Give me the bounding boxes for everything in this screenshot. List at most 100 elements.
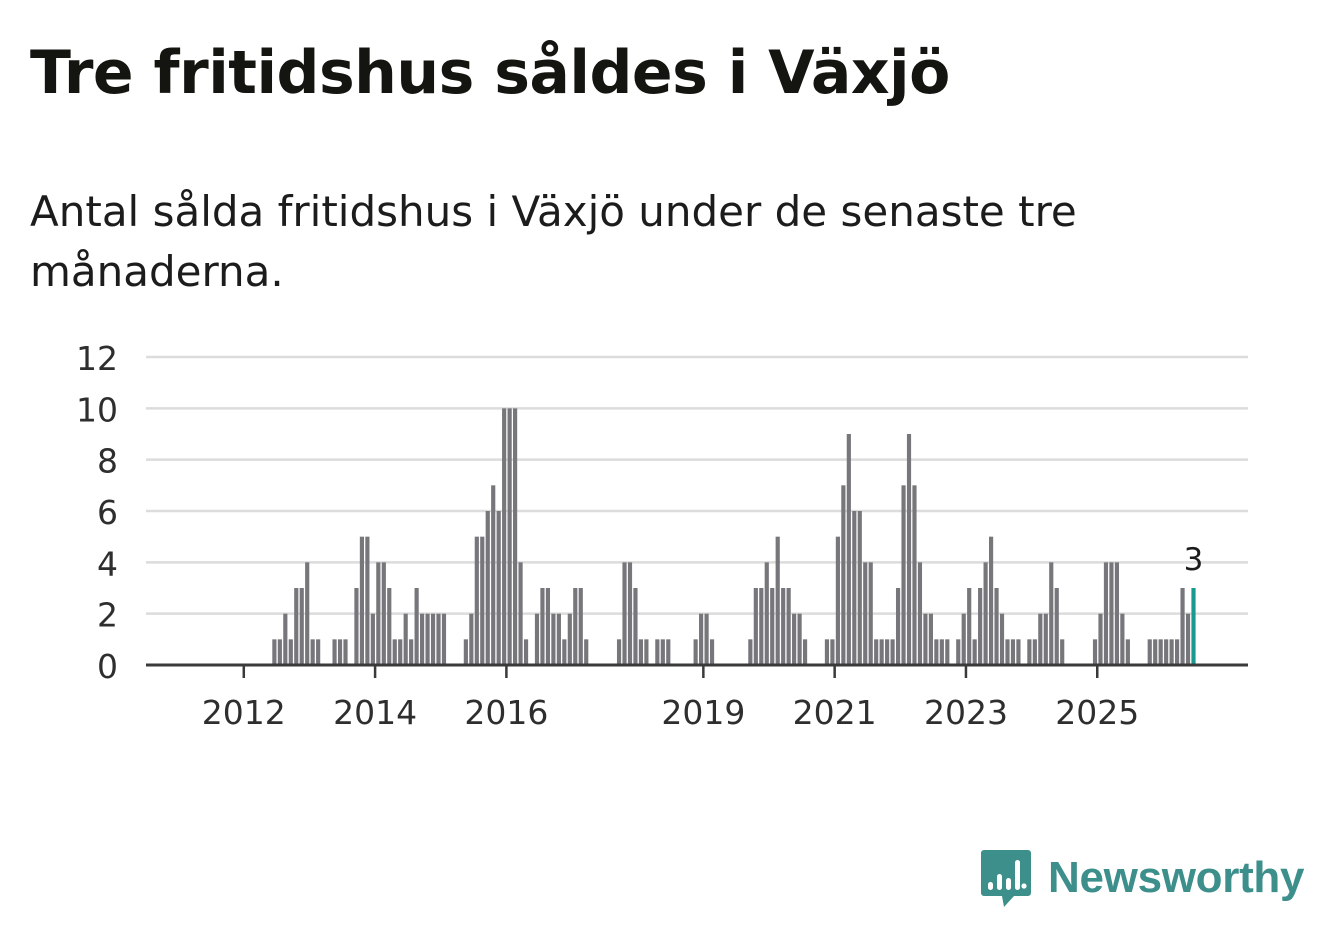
annotations: 3 <box>1184 542 1204 578</box>
bar-2024-12 <box>1092 639 1098 665</box>
y-tick-label-2: 2 <box>97 596 118 635</box>
bars <box>272 408 1196 665</box>
bar-2021-08 <box>874 639 879 665</box>
x-tick-label-2016: 2016 <box>464 693 548 732</box>
bar-2017-12 <box>633 588 638 665</box>
bar-2022-03 <box>912 485 917 665</box>
bar-2025-01 <box>1098 613 1103 665</box>
bar-2021-10 <box>885 639 890 665</box>
bar-2016-01 <box>507 408 512 665</box>
bar-2023-12 <box>1027 639 1032 665</box>
bar-2026-04 <box>1180 588 1185 665</box>
x-tick-label-2012: 2012 <box>202 693 286 732</box>
bar-2023-05 <box>988 536 994 665</box>
y-tick-label-8: 8 <box>97 442 118 481</box>
bar-2026-06 <box>1191 588 1196 665</box>
bar-2022-01 <box>901 485 906 665</box>
bar-2019-12 <box>764 562 769 665</box>
bar-chart: 0 2 4 6 8 10 12 2012 2014 2016 2019 2021 2023 2025 3 <box>76 339 1248 732</box>
bar-2015-10 <box>491 485 496 665</box>
bar-2018-11 <box>693 639 698 665</box>
bar-2026-05 <box>1185 613 1191 665</box>
bar-2014-11 <box>430 613 436 665</box>
bar-2025-06 <box>1125 639 1130 665</box>
bar-2022-05 <box>923 613 928 665</box>
bar-2021-06 <box>863 562 868 665</box>
bar-2020-12 <box>830 639 835 665</box>
last-value-label: 3 <box>1184 542 1204 578</box>
bar-2014-09 <box>420 613 425 665</box>
bar-2025-10 <box>1147 639 1152 665</box>
bar-2014-01 <box>376 562 381 665</box>
bar-2023-07 <box>999 613 1005 665</box>
bar-2016-02 <box>513 408 518 665</box>
bar-2018-05 <box>660 639 665 665</box>
bar-2015-08 <box>480 536 485 665</box>
bar-2014-12 <box>436 613 441 665</box>
bar-2017-01 <box>573 588 578 665</box>
bar-2019-01 <box>704 613 709 665</box>
bar-2015-01 <box>441 613 447 665</box>
bar-2023-08 <box>1005 639 1010 665</box>
x-tick-label-2019: 2019 <box>661 693 745 732</box>
bar-2020-01 <box>770 588 775 665</box>
bar-2022-07 <box>934 639 939 665</box>
bar-2013-09 <box>354 588 359 665</box>
bar-2026-03 <box>1175 639 1180 665</box>
bar-2021-11 <box>890 639 895 665</box>
bar-2013-01 <box>310 639 315 665</box>
bar-2024-04 <box>1049 562 1054 665</box>
bar-2021-01 <box>835 536 840 665</box>
bar-2020-04 <box>786 588 791 665</box>
x-tick-label-2014: 2014 <box>333 693 417 732</box>
bar-2018-02 <box>644 639 649 665</box>
bar-2013-02 <box>316 639 321 665</box>
x-tick-label-2023: 2023 <box>924 693 1008 732</box>
bar-2017-03 <box>584 639 589 665</box>
bar-2013-06 <box>337 639 343 665</box>
bar-2013-12 <box>370 613 375 665</box>
bar-2021-05 <box>857 511 862 665</box>
bar-2023-09 <box>1010 639 1016 665</box>
bar-2021-02 <box>841 485 846 665</box>
bar-2012-11 <box>299 588 304 665</box>
bar-2016-11 <box>562 639 567 665</box>
gridlines <box>146 355 1248 615</box>
bar-2012-09 <box>288 639 293 665</box>
bar-2022-12 <box>961 613 966 665</box>
bar-2021-03 <box>846 434 851 665</box>
y-tick-label-0: 0 <box>97 647 118 686</box>
bar-2018-06 <box>666 639 671 665</box>
bar-2022-09 <box>945 639 950 665</box>
bar-2017-10 <box>622 562 627 665</box>
bar-2014-08 <box>414 588 419 665</box>
bar-2024-06 <box>1060 639 1065 665</box>
bar-2019-09 <box>748 639 753 665</box>
bar-2023-04 <box>983 562 988 665</box>
bar-2015-12 <box>502 408 507 665</box>
chart-subtitle: Antal sålda fritidshus i Växjö under de … <box>30 187 1077 296</box>
bar-2023-01 <box>967 588 972 665</box>
bar-2022-04 <box>917 562 923 665</box>
bar-2016-08 <box>545 588 551 665</box>
bar-2014-07 <box>409 639 414 665</box>
bar-2020-11 <box>824 639 830 665</box>
bar-2020-05 <box>792 613 797 665</box>
bar-2021-07 <box>868 562 873 665</box>
bar-2023-10 <box>1016 639 1021 665</box>
bar-2024-03 <box>1043 613 1048 665</box>
bar-2021-09 <box>879 639 884 665</box>
bar-2021-04 <box>852 511 857 665</box>
bar-2014-04 <box>392 639 397 665</box>
bar-2015-05 <box>463 639 468 665</box>
bar-2016-10 <box>556 613 561 665</box>
bar-2020-06 <box>797 613 802 665</box>
chart-title: Tre fritidshus såldes i Växjö <box>30 38 950 108</box>
bar-2014-03 <box>387 588 392 665</box>
bar-2022-08 <box>939 639 944 665</box>
bar-2018-01 <box>638 639 644 665</box>
bar-2012-12 <box>305 562 310 665</box>
bar-2015-06 <box>469 613 474 665</box>
bar-2025-05 <box>1120 613 1125 665</box>
bar-2024-05 <box>1054 588 1059 665</box>
